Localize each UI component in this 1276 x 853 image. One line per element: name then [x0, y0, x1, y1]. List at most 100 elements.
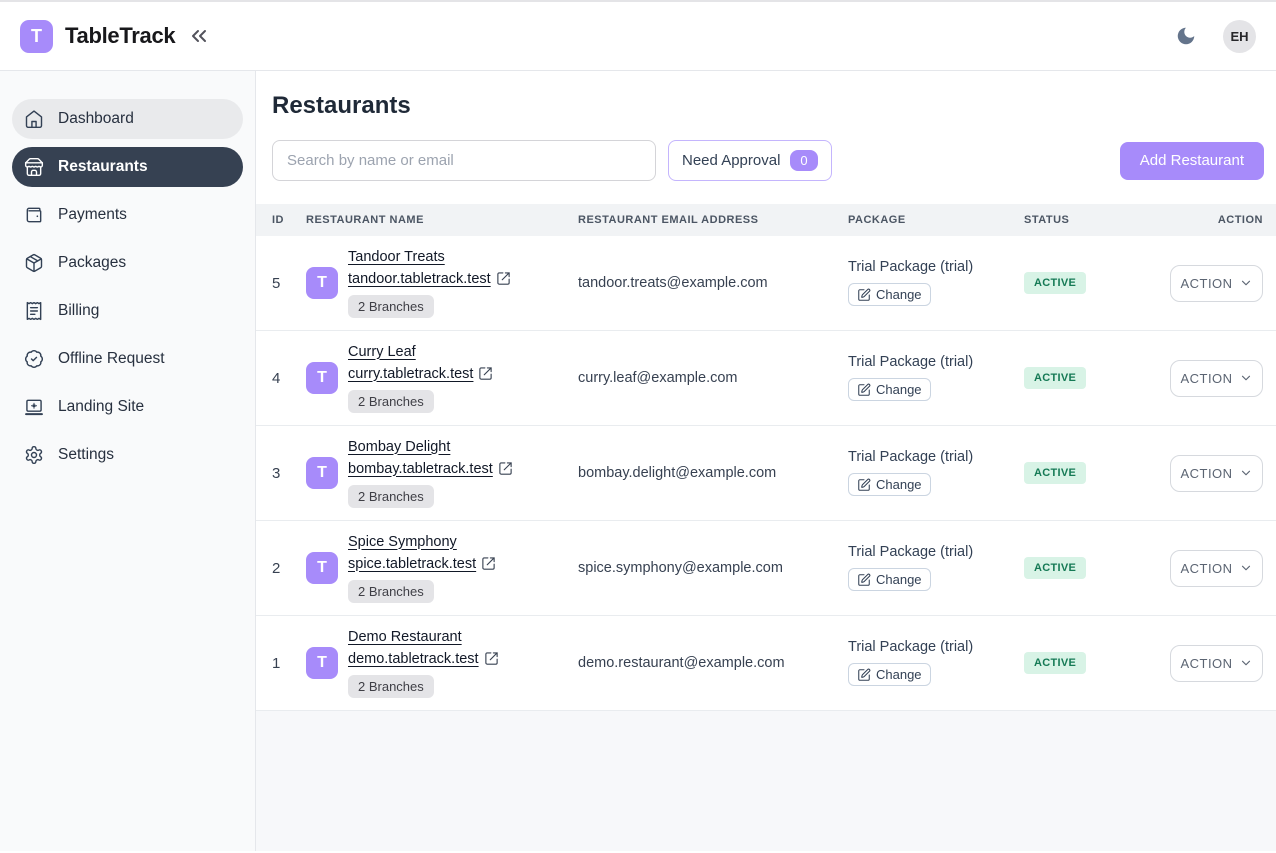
restaurant-name-link[interactable]: Demo Restaurant	[348, 628, 462, 645]
restaurant-domain-link[interactable]: bombay.tabletrack.test	[348, 461, 513, 477]
external-link-icon	[498, 461, 513, 476]
action-dropdown-button[interactable]: ACTION	[1170, 549, 1263, 587]
branches-badge[interactable]: 2 Branches	[348, 484, 434, 508]
status-badge: ACTIVE	[1024, 272, 1087, 294]
restaurant-avatar-letter: T	[317, 274, 327, 291]
column-header-status: Status	[1024, 214, 1070, 226]
branches-badge[interactable]: 2 Branches	[348, 674, 434, 698]
restaurant-id: 4	[272, 369, 281, 387]
package-name: Trial Package (trial)	[848, 639, 974, 656]
table-row: 1 T Demo Restaurant demo.tabletrack.test…	[256, 616, 1276, 711]
restaurant-name-link[interactable]: Bombay Delight	[348, 438, 451, 455]
branches-badge[interactable]: 2 Branches	[348, 294, 434, 318]
action-label: ACTION	[1180, 655, 1233, 671]
restaurant-email: bombay.delight@example.com	[578, 465, 777, 481]
top-bar: T TableTrack EH	[0, 0, 1276, 71]
receipt-icon	[24, 301, 44, 321]
sidebar-item-offline-request[interactable]: Offline Request	[12, 339, 243, 379]
action-dropdown-button[interactable]: ACTION	[1170, 359, 1263, 397]
sidebar-item-packages[interactable]: Packages	[12, 243, 243, 283]
restaurant-avatar-letter: T	[317, 654, 327, 671]
chevron-down-icon	[1239, 466, 1253, 480]
action-cell: ACTION	[1155, 359, 1276, 397]
status-cell: ACTIVE	[1024, 462, 1155, 484]
sidebar-item-billing[interactable]: Billing	[12, 291, 243, 331]
action-dropdown-button[interactable]: ACTION	[1170, 454, 1263, 492]
restaurant-name-cell: T Demo Restaurant demo.tabletrack.test 2…	[306, 629, 578, 698]
sidebar-item-label: Settings	[58, 446, 115, 463]
need-approval-button[interactable]: Need Approval 0	[668, 140, 832, 181]
restaurant-domain-link[interactable]: demo.tabletrack.test	[348, 651, 499, 667]
sidebar-item-landing-site[interactable]: Landing Site	[12, 387, 243, 427]
edit-icon	[857, 478, 871, 492]
change-package-button[interactable]: Change	[848, 568, 931, 592]
action-dropdown-button[interactable]: ACTION	[1170, 264, 1263, 302]
restaurant-domain-link[interactable]: spice.tabletrack.test	[348, 556, 496, 572]
restaurant-name-link[interactable]: Curry Leaf	[348, 343, 416, 360]
table-row: 2 T Spice Symphony spice.tabletrack.test…	[256, 521, 1276, 616]
change-package-button[interactable]: Change	[848, 663, 931, 687]
edit-icon	[857, 288, 871, 302]
restaurant-name-cell: T Tandoor Treats tandoor.tabletrack.test…	[306, 249, 578, 318]
need-approval-count-badge: 0	[790, 150, 818, 171]
action-cell: ACTION	[1155, 644, 1276, 682]
edit-icon	[857, 573, 871, 587]
storefront-icon	[24, 157, 44, 177]
package-cell: Trial Package (trial) Change	[848, 639, 1024, 687]
restaurant-id: 2	[272, 559, 281, 577]
change-package-button[interactable]: Change	[848, 378, 931, 402]
sidebar-item-restaurants[interactable]: Restaurants	[12, 147, 243, 187]
change-label: Change	[876, 477, 922, 493]
status-badge: ACTIVE	[1024, 557, 1087, 579]
table-header: ID Restaurant Name Restaurant Email Addr…	[256, 204, 1276, 236]
restaurant-email: demo.restaurant@example.com	[578, 655, 785, 671]
restaurant-name-link[interactable]: Tandoor Treats	[348, 248, 445, 265]
change-package-button[interactable]: Change	[848, 283, 931, 307]
package-name: Trial Package (trial)	[848, 449, 974, 466]
edit-icon	[857, 668, 871, 682]
add-restaurant-button[interactable]: Add Restaurant	[1119, 141, 1264, 180]
change-package-button[interactable]: Change	[848, 473, 931, 497]
status-cell: ACTIVE	[1024, 272, 1155, 294]
controls-row: Need Approval 0 Add Restaurant	[256, 140, 1276, 181]
landing-site-icon	[24, 397, 44, 417]
package-cell: Trial Package (trial) Change	[848, 544, 1024, 592]
sidebar-item-settings[interactable]: Settings	[12, 435, 243, 475]
user-avatar[interactable]: EH	[1223, 19, 1256, 53]
app-logo: T	[20, 19, 53, 53]
restaurant-domain-link[interactable]: curry.tabletrack.test	[348, 366, 493, 382]
sidebar-collapse-button[interactable]	[187, 24, 211, 48]
sidebar-item-label: Packages	[58, 254, 127, 271]
sidebar-item-payments[interactable]: Payments	[12, 195, 243, 235]
column-header-action: Action	[1217, 214, 1263, 226]
restaurant-email: tandoor.treats@example.com	[578, 275, 768, 291]
restaurant-domain-link[interactable]: tandoor.tabletrack.test	[348, 271, 511, 287]
change-label: Change	[876, 382, 922, 398]
branches-badge[interactable]: 2 Branches	[348, 579, 434, 603]
restaurant-avatar: T	[306, 457, 338, 489]
badge-check-icon	[24, 349, 44, 369]
external-link-icon	[478, 366, 493, 381]
change-label: Change	[876, 287, 922, 303]
action-dropdown-button[interactable]: ACTION	[1170, 644, 1263, 682]
sidebar-item-label: Restaurants	[58, 158, 148, 175]
external-link-icon	[496, 271, 511, 286]
sidebar-item-dashboard[interactable]: Dashboard	[12, 99, 243, 139]
app-logo-letter: T	[31, 25, 42, 46]
sidebar-item-label: Landing Site	[58, 398, 145, 415]
branches-badge[interactable]: 2 Branches	[348, 389, 434, 413]
avatar-initials: EH	[1230, 28, 1249, 44]
app-title: TableTrack	[65, 23, 176, 48]
need-approval-label: Need Approval	[682, 152, 781, 169]
sidebar-item-label: Offline Request	[58, 350, 165, 367]
search-input[interactable]	[272, 140, 656, 181]
sidebar-item-label: Billing	[58, 302, 100, 319]
restaurant-email: spice.symphony@example.com	[578, 560, 783, 576]
dark-mode-moon-icon[interactable]	[1175, 25, 1197, 47]
edit-icon	[857, 383, 871, 397]
chevron-down-icon	[1239, 656, 1253, 670]
restaurants-panel: Restaurants Need Approval 0 Add Restaura…	[256, 71, 1276, 711]
restaurant-name-link[interactable]: Spice Symphony	[348, 533, 457, 550]
restaurant-email: curry.leaf@example.com	[578, 370, 738, 386]
table-row: 5 T Tandoor Treats tandoor.tabletrack.te…	[256, 236, 1276, 331]
